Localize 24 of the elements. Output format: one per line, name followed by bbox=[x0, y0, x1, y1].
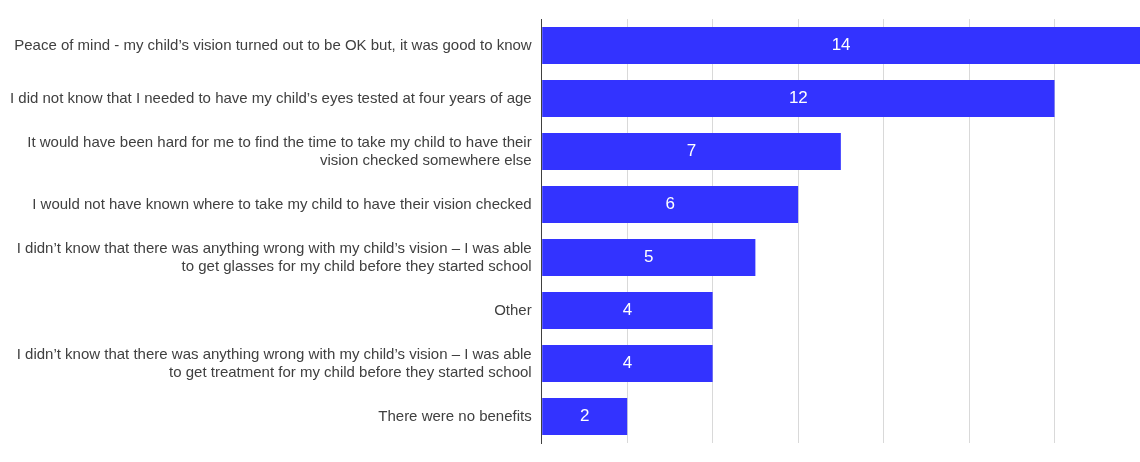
bar bbox=[542, 291, 713, 330]
y-tick-label: Other bbox=[494, 300, 532, 318]
y-tick-label: I did not know that I needed to have my child’s eyes tested at four years of age bbox=[9, 88, 532, 106]
bar bbox=[542, 79, 1055, 118]
data-label: 7 bbox=[686, 141, 697, 161]
bar bbox=[542, 344, 713, 383]
bar bbox=[542, 132, 841, 171]
data-label: 4 bbox=[622, 353, 633, 373]
bar bbox=[542, 26, 1140, 65]
y-tick-label: Peace of mind - my child’s vision turned out to be OK but, it was good to know bbox=[14, 35, 532, 53]
y-tick-label: I would not have known where to take my child to have their vision checked bbox=[32, 194, 532, 212]
data-label: 2 bbox=[579, 406, 590, 426]
y-tick-label: I didn’t know that there was anything wrong with my child’s vision – I was able to get treatment for my child before they started school bbox=[16, 344, 532, 380]
bar bbox=[542, 185, 799, 224]
y-tick-label: I didn’t know that there was anything wrong with my child’s vision – I was able to get glasses for my child before they started school bbox=[16, 238, 532, 274]
bar bbox=[542, 397, 628, 436]
data-label: 4 bbox=[622, 300, 633, 320]
data-label: 5 bbox=[644, 247, 654, 267]
data-label: 12 bbox=[788, 88, 808, 108]
data-label: 14 bbox=[831, 35, 851, 55]
bar bbox=[542, 238, 756, 277]
y-tick-label: It would have been hard for me to find the time to take my child to have their vision checked somewhere else bbox=[27, 132, 532, 168]
data-label: 6 bbox=[665, 194, 675, 214]
y-tick-label: There were no benefits bbox=[378, 406, 532, 424]
